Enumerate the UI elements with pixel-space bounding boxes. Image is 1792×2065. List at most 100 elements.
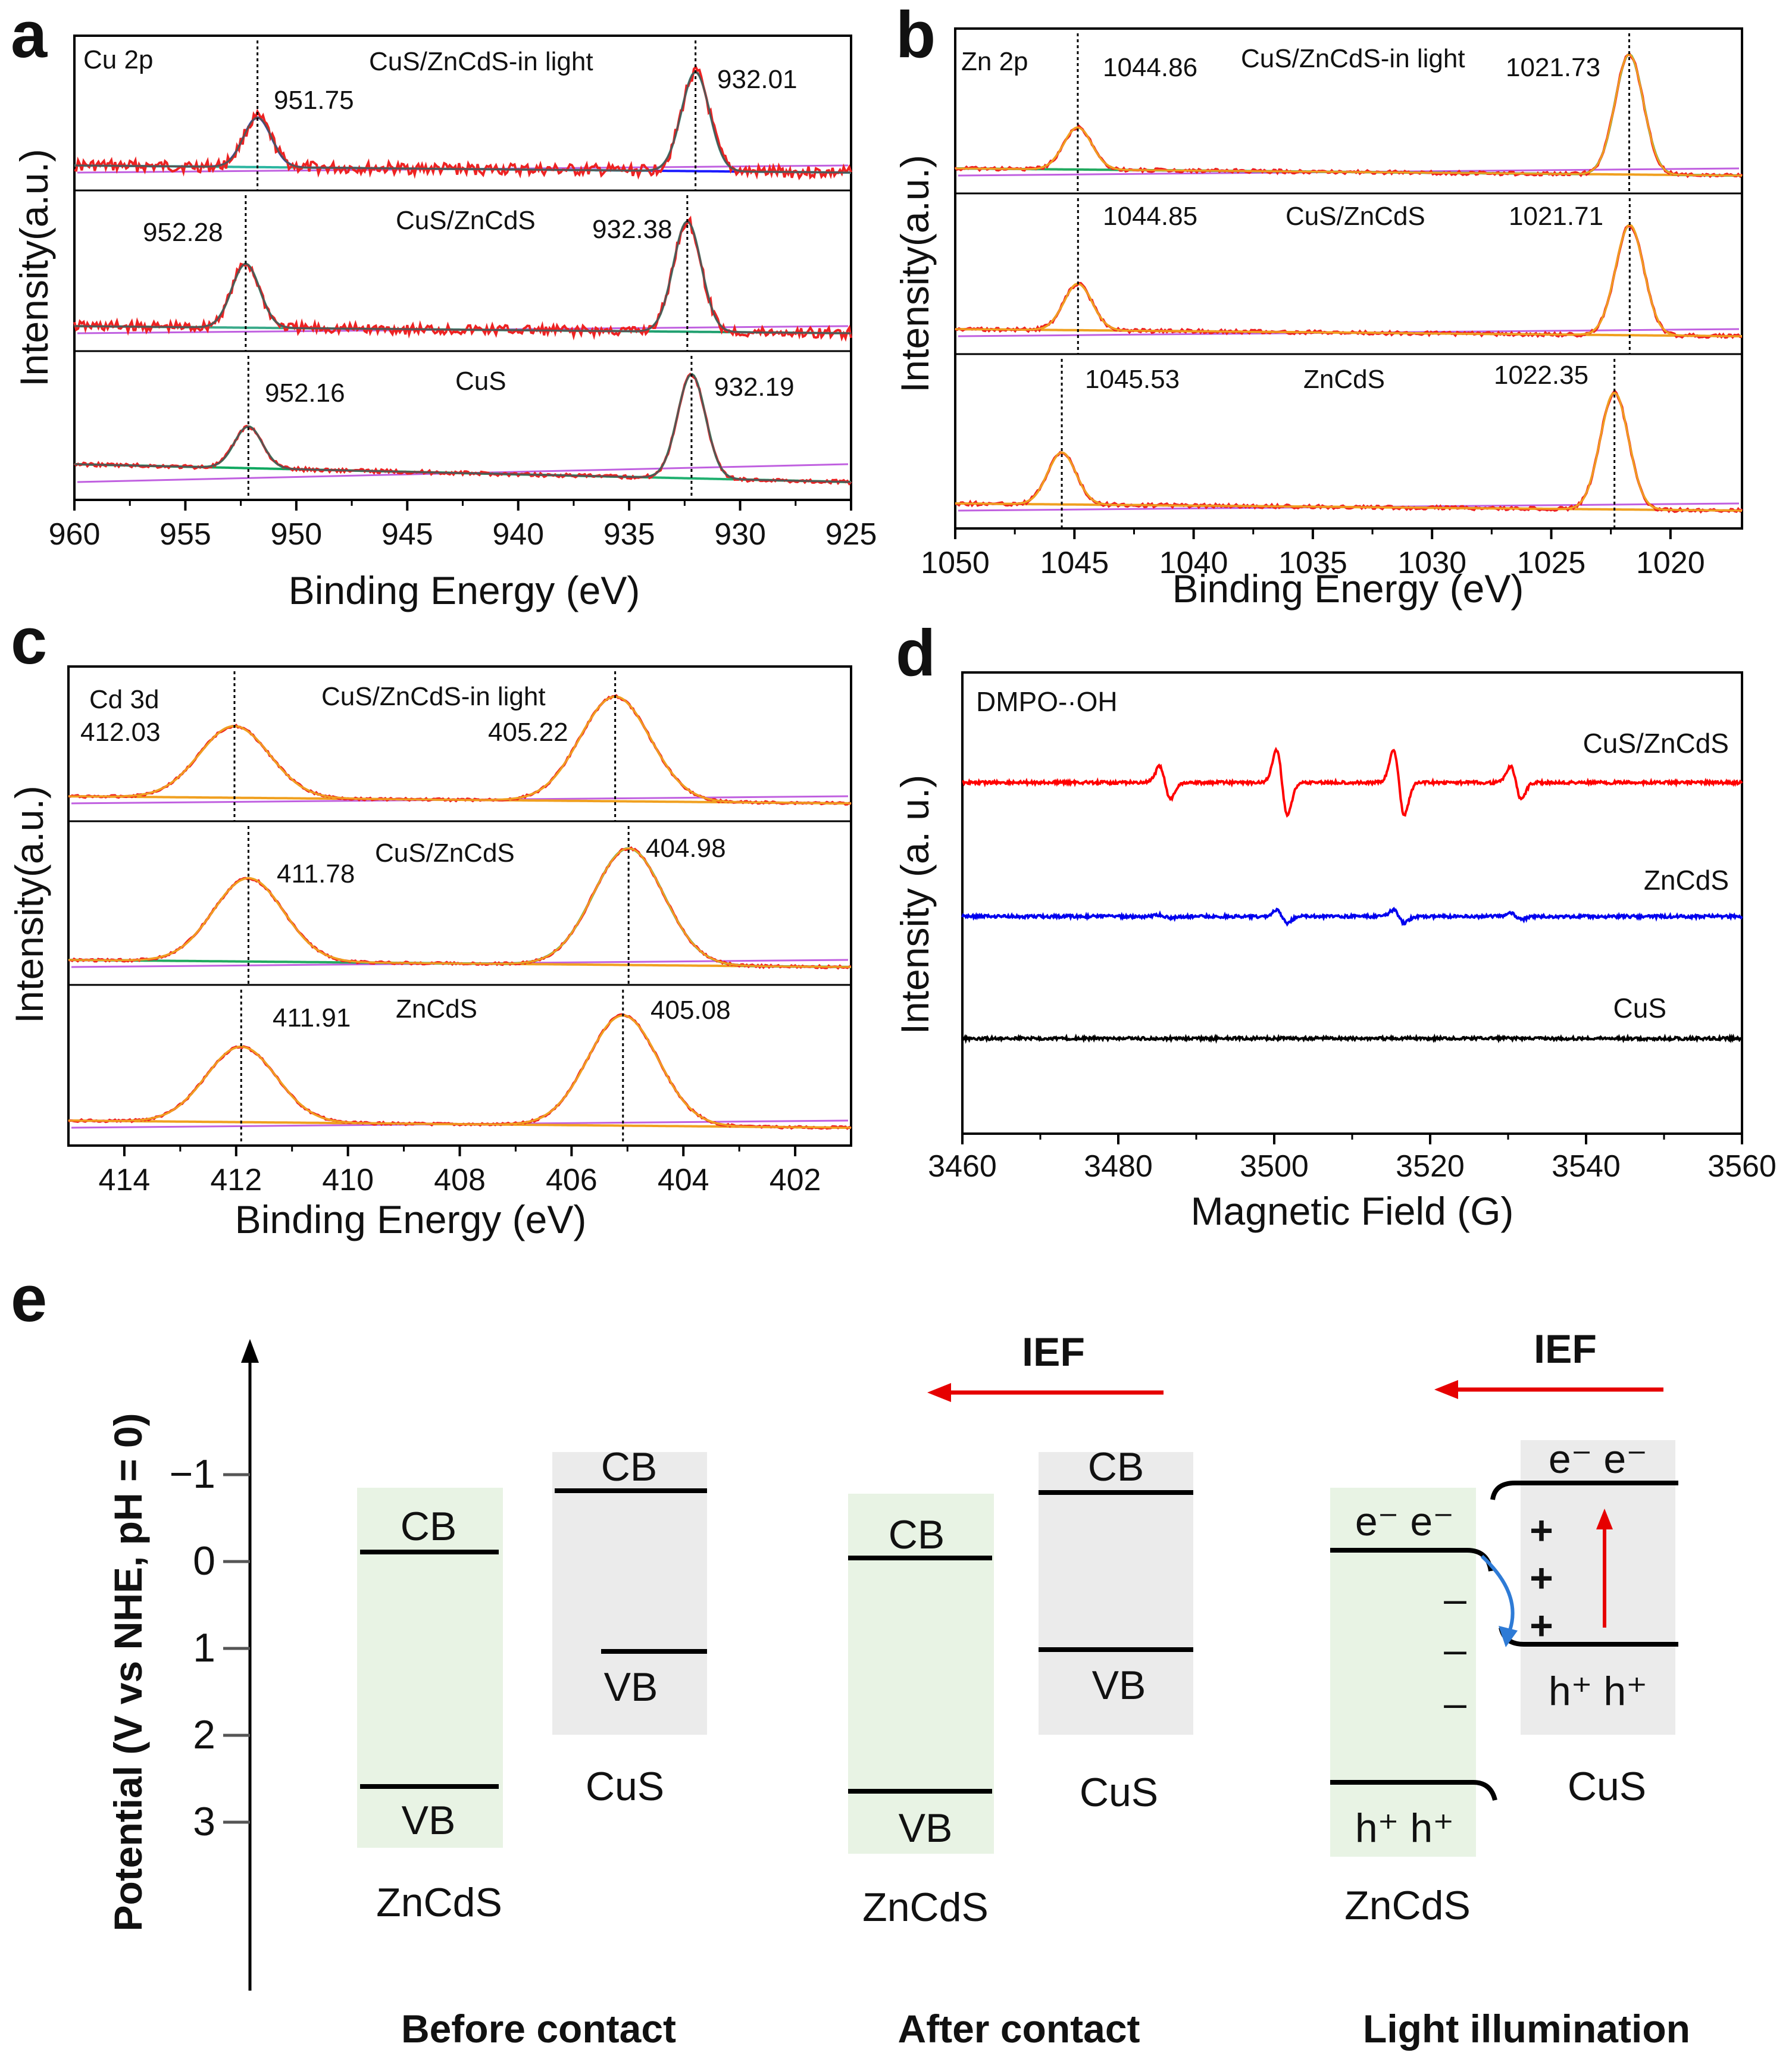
x-tick-label: 1020 [1636, 546, 1705, 580]
panel-b-y-label: Intensity(a.u.) [893, 155, 937, 393]
xps-raw-spectrum [68, 694, 852, 806]
xps-fit-component [68, 1014, 851, 1129]
panel-b-row2-label: CuS/ZnCdS [1286, 202, 1425, 231]
x-tick-label: 1030 [1397, 546, 1466, 580]
light-ief-label: IEF [1534, 1326, 1597, 1372]
panel-b-row3-peak-right: 1022.35 [1494, 361, 1588, 390]
panel-c-curves [67, 694, 852, 1130]
x-tick-label: 3460 [928, 1149, 997, 1184]
after-ief-label: IEF [1022, 1329, 1085, 1375]
panel-a-y-label: Intensity(a.u.) [12, 149, 56, 387]
panel-d: d 3460 3480 3500 3520 3540 3560 DMPO-·OH CuS/… [893, 617, 1777, 1233]
panel-a-frame [73, 35, 852, 501]
potential-tick-label: 1 [193, 1625, 215, 1670]
x-tick-label: 406 [546, 1163, 598, 1197]
xps-envelope-fit [74, 71, 851, 174]
xps-envelope-fit [955, 53, 1742, 177]
xps-fit-component [955, 223, 1742, 337]
x-tick-label: 950 [270, 517, 322, 552]
panel-a-x-ticks: 960 955 950 945 940 935 930 925 [49, 500, 877, 552]
after-cus-box [1039, 1452, 1193, 1735]
xps-raw-spectrum [67, 1013, 852, 1130]
after-cus-material: CuS [1080, 1770, 1158, 1815]
before-cus-box [552, 1452, 707, 1735]
panel-c-row2-peak-right: 404.98 [646, 834, 726, 863]
before-zncds-vb-label: VB [402, 1798, 456, 1843]
xps-envelope-fit [68, 1014, 851, 1129]
x-tick-label: 414 [99, 1163, 151, 1197]
negative-charge-2: – [1444, 1627, 1466, 1672]
after-zncds-material: ZnCdS [862, 1885, 989, 1930]
xps-fit-component [68, 1045, 851, 1129]
panel-a-row1-peak-right: 932.01 [717, 65, 798, 94]
panel-b-row3-peak-left: 1045.53 [1085, 365, 1180, 394]
panel-c-frame [67, 665, 852, 1147]
caption-before-contact: Before contact [401, 2007, 676, 2051]
caption-light-illumination: Light illumination [1363, 2007, 1690, 2051]
panel-e-y-axis-arrowhead [241, 1339, 259, 1363]
x-tick-label: 3540 [1552, 1149, 1621, 1184]
panel-a-row1-label: CuS/ZnCdS-in light [369, 47, 593, 76]
x-tick-label: 3500 [1240, 1149, 1309, 1184]
xps-raw-spectrum [955, 225, 1743, 339]
after-zncds-box [848, 1494, 994, 1854]
panel-b-row1-peak-left: 1044.86 [1103, 53, 1197, 82]
panel-b-frame [954, 27, 1743, 530]
xps-fit-component [955, 391, 1742, 512]
potential-tick-label: 0 [193, 1538, 215, 1584]
panel-d-curves [961, 746, 1743, 1044]
panel-d-letter: d [896, 617, 936, 690]
panel-c-x-ticks: 414 412 410 408 406 404 402 [99, 1146, 821, 1197]
panel-a: a 960 955 950 945 940 935 930 925 Cu 2p CuS/ZnC… [11, 0, 877, 612]
after-cus-vb-label: VB [1092, 1663, 1146, 1708]
panel-b-x-ticks: 1050 1045 1040 1035 1030 1025 1020 [921, 528, 1705, 580]
panel-c-row1-label: CuS/ZnCdS-in light [321, 682, 546, 711]
panel-a-row3-peak-right: 932.19 [714, 373, 795, 402]
after-zncds-cb-label: CB [889, 1512, 945, 1557]
panel-a-curves [73, 65, 852, 486]
epr-spectrum-zncds [961, 906, 1743, 927]
xps-fit-component [68, 877, 851, 968]
panel-c-y-label: Intensity(a.u.) [7, 786, 51, 1024]
panel-a-row2-label: CuS/ZnCdS [396, 206, 536, 235]
positive-charge-1: + [1530, 1508, 1553, 1553]
potential-tick-label: −1 [169, 1451, 215, 1497]
panel-d-legend-zncds: ZnCdS [1644, 865, 1729, 896]
x-tick-label: 402 [770, 1163, 821, 1197]
panel-b-x-label: Binding Energy (eV) [1172, 567, 1524, 611]
caption-after-contact: After contact [897, 2007, 1140, 2051]
epr-spectrum-cus-zncds [962, 746, 1743, 818]
x-tick-label: 1050 [921, 546, 990, 580]
before-zncds-cb-label: CB [401, 1504, 456, 1549]
light-cus-electrons: e⁻ e⁻ [1549, 1437, 1647, 1482]
panel-c-element: Cd 3d [89, 685, 159, 714]
panel-c-x-label: Binding Energy (eV) [235, 1197, 587, 1241]
electron-transfer-arrow [1480, 1554, 1515, 1635]
xps-envelope-fit [955, 224, 1742, 337]
panel-a-row1-peak-left: 951.75 [274, 86, 354, 115]
x-tick-label: 935 [603, 517, 655, 552]
after-ief-arrowhead [927, 1383, 951, 1402]
panel-d-title: DMPO-·OH [976, 686, 1118, 717]
panel-e: e −1 0 1 2 3 Potential (V vs NHE, pH = 0) CB… [11, 1262, 1690, 2051]
xps-envelope-fit [74, 220, 851, 334]
after-zncds-vb-label: VB [899, 1806, 953, 1851]
panel-c-guides [233, 671, 630, 1146]
panel-c-row2-label: CuS/ZnCdS [375, 838, 515, 868]
panel-b-element: Zn 2p [961, 47, 1028, 76]
x-tick-label: 940 [492, 517, 544, 552]
xps-envelope-fit [74, 373, 852, 483]
electron-transfer-arrowhead [1499, 1626, 1518, 1647]
xps-raw-spectrum [73, 215, 852, 342]
panel-c-row3-peak-left: 411.91 [273, 1003, 351, 1032]
xps-fit-component [74, 262, 851, 334]
panel-e-y-ticks: −1 0 1 2 3 [169, 1451, 250, 1844]
x-tick-label: 1025 [1517, 546, 1586, 580]
panel-b-row2-peak-left: 1044.85 [1103, 202, 1197, 231]
xps-envelope-fit [68, 696, 851, 805]
x-tick-label: 955 [160, 517, 211, 552]
light-zncds-electrons: e⁻ e⁻ [1355, 1499, 1454, 1544]
x-tick-label: 410 [322, 1163, 374, 1197]
excitation-arrowhead [1596, 1509, 1613, 1529]
